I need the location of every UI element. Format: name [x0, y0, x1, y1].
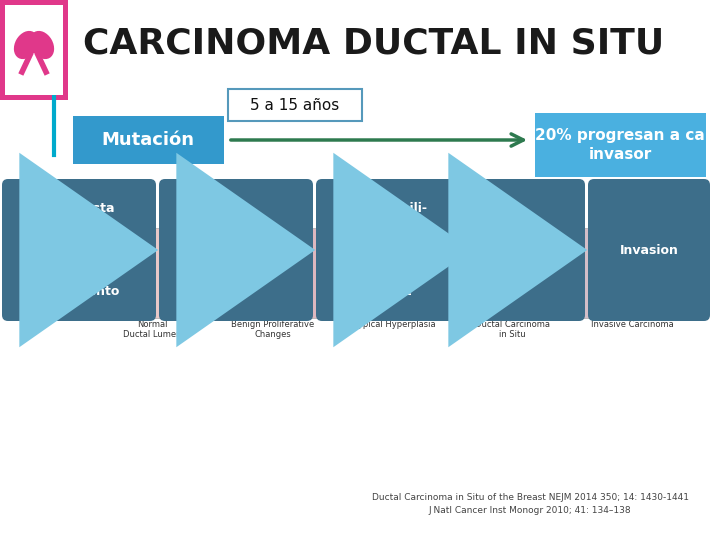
FancyBboxPatch shape	[580, 228, 685, 318]
Text: Invasion: Invasion	[620, 244, 678, 256]
FancyBboxPatch shape	[0, 0, 68, 100]
FancyBboxPatch shape	[534, 113, 706, 177]
FancyBboxPatch shape	[228, 89, 362, 121]
FancyBboxPatch shape	[100, 228, 205, 318]
FancyBboxPatch shape	[73, 116, 223, 164]
Text: Atypical Hyperplasia: Atypical Hyperplasia	[349, 320, 436, 329]
Ellipse shape	[30, 31, 54, 59]
Text: Invasive Carcinoma: Invasive Carcinoma	[591, 320, 674, 329]
Text: CARCINOMA DUCTAL IN SITU: CARCINOMA DUCTAL IN SITU	[83, 26, 665, 60]
Text: Ductal Carcinoma in Situ of the Breast NEJM 2014 350; 14: 1430-1441
J Natl Cance: Ductal Carcinoma in Situ of the Breast N…	[372, 494, 688, 515]
FancyBboxPatch shape	[340, 228, 445, 318]
FancyBboxPatch shape	[5, 5, 63, 95]
FancyBboxPatch shape	[2, 179, 156, 321]
Text: Benign Proliferative
Changes: Benign Proliferative Changes	[231, 320, 314, 340]
Ellipse shape	[14, 31, 38, 59]
FancyBboxPatch shape	[460, 228, 565, 318]
Text: Ductal Carcinoma
in Situ: Ductal Carcinoma in Situ	[475, 320, 550, 340]
FancyBboxPatch shape	[316, 179, 470, 321]
Text: Inestabili-
dad
genetica .

Sobre exp
Her 2: Inestabili- dad genetica . Sobre exp Her…	[358, 202, 428, 298]
Text: 5 a 15 años: 5 a 15 años	[251, 98, 340, 112]
Ellipse shape	[29, 43, 39, 53]
FancyBboxPatch shape	[588, 179, 710, 321]
FancyBboxPatch shape	[220, 228, 325, 318]
Text: Mutación: Mutación	[102, 131, 194, 149]
Text: Angio-
genesis: Angio- genesis	[502, 235, 556, 265]
Text: Normal
Ductal Lumen: Normal Ductal Lumen	[123, 320, 181, 340]
Text: 20% progresan a ca
invasor: 20% progresan a ca invasor	[535, 127, 705, 163]
FancyBboxPatch shape	[159, 179, 313, 321]
Text: Respuesta
anormal
factores

de
crecimiento: Respuesta anormal factores de crecimient…	[38, 202, 120, 298]
FancyBboxPatch shape	[473, 179, 585, 321]
Text: Falla en la
apoptosis

P53: Falla en la apoptosis P53	[200, 219, 272, 281]
